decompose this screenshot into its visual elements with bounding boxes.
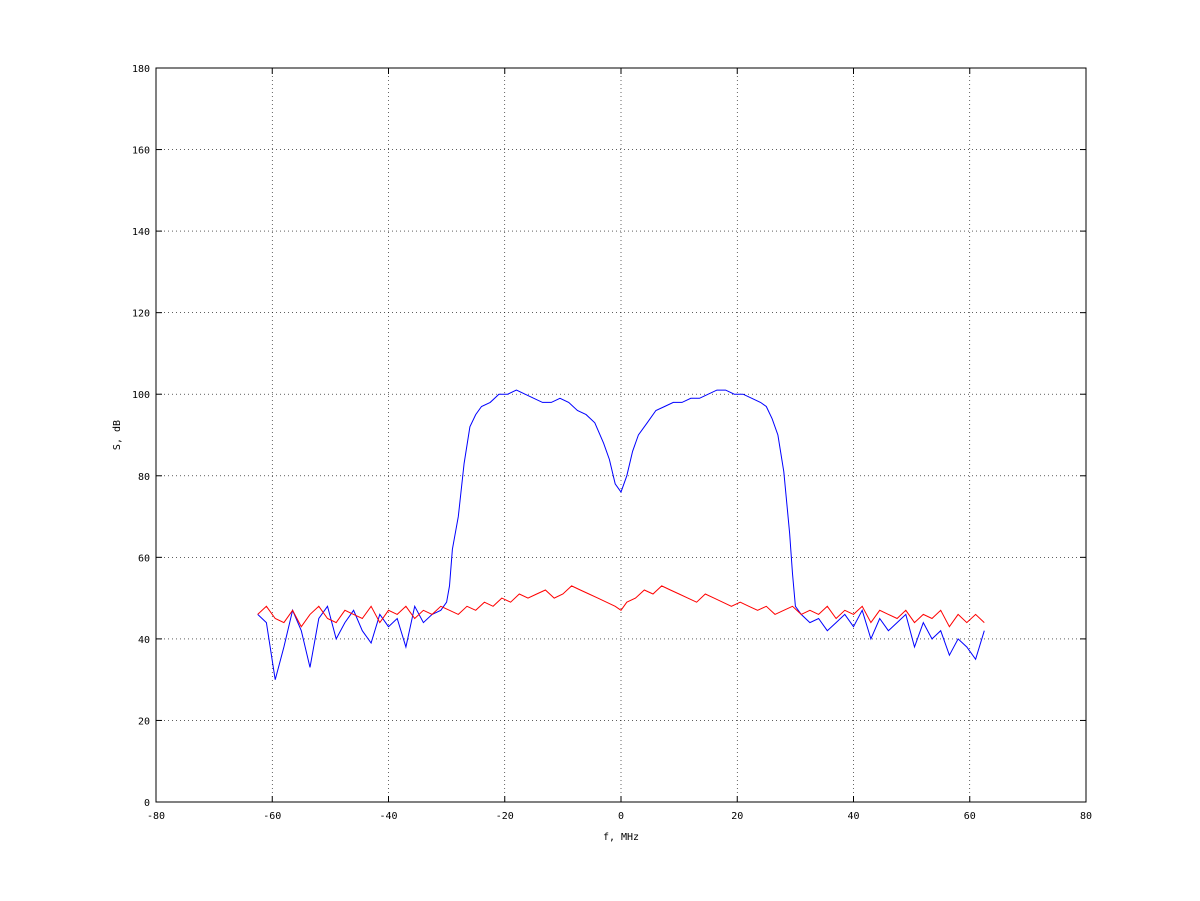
x-axis-label: f, MHz	[603, 832, 639, 843]
y-tick-label: 120	[132, 309, 150, 320]
x-tick-label: -20	[496, 811, 514, 822]
series-line-1	[257, 389, 985, 680]
x-tick-label: -80	[147, 811, 165, 822]
series-line-2	[257, 585, 985, 628]
grid-lines	[156, 68, 1086, 802]
tick-labels: -80 -60 -40 -20 0 20 40 60 80 0 20 40 60 80 100 120 140 1…	[132, 64, 1092, 822]
y-tick-label: 60	[138, 553, 150, 564]
data-series	[257, 389, 985, 680]
axis-ticks	[155, 67, 1087, 803]
x-tick-label: 40	[847, 811, 859, 822]
x-tick-label: 60	[964, 811, 976, 822]
y-tick-label: 40	[138, 635, 150, 646]
x-tick-label: -40	[379, 811, 397, 822]
y-tick-label: 0	[144, 798, 150, 809]
y-axis-label: S, dB	[112, 420, 123, 450]
x-tick-label: 0	[618, 811, 624, 822]
x-tick-label: 80	[1080, 811, 1092, 822]
y-tick-label: 80	[138, 472, 150, 483]
plot-frame	[155, 67, 1087, 803]
y-tick-label: 100	[132, 390, 150, 401]
x-tick-label: -60	[263, 811, 281, 822]
y-tick-label: 20	[138, 716, 150, 727]
y-tick-label: 160	[132, 146, 150, 157]
y-tick-label: 180	[132, 64, 150, 75]
x-tick-label: 20	[731, 811, 743, 822]
y-tick-label: 140	[132, 227, 150, 238]
